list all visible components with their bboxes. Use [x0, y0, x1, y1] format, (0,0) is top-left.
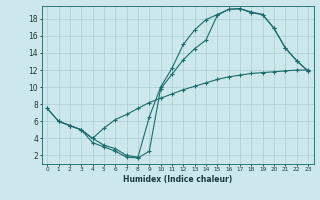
X-axis label: Humidex (Indice chaleur): Humidex (Indice chaleur)	[123, 175, 232, 184]
